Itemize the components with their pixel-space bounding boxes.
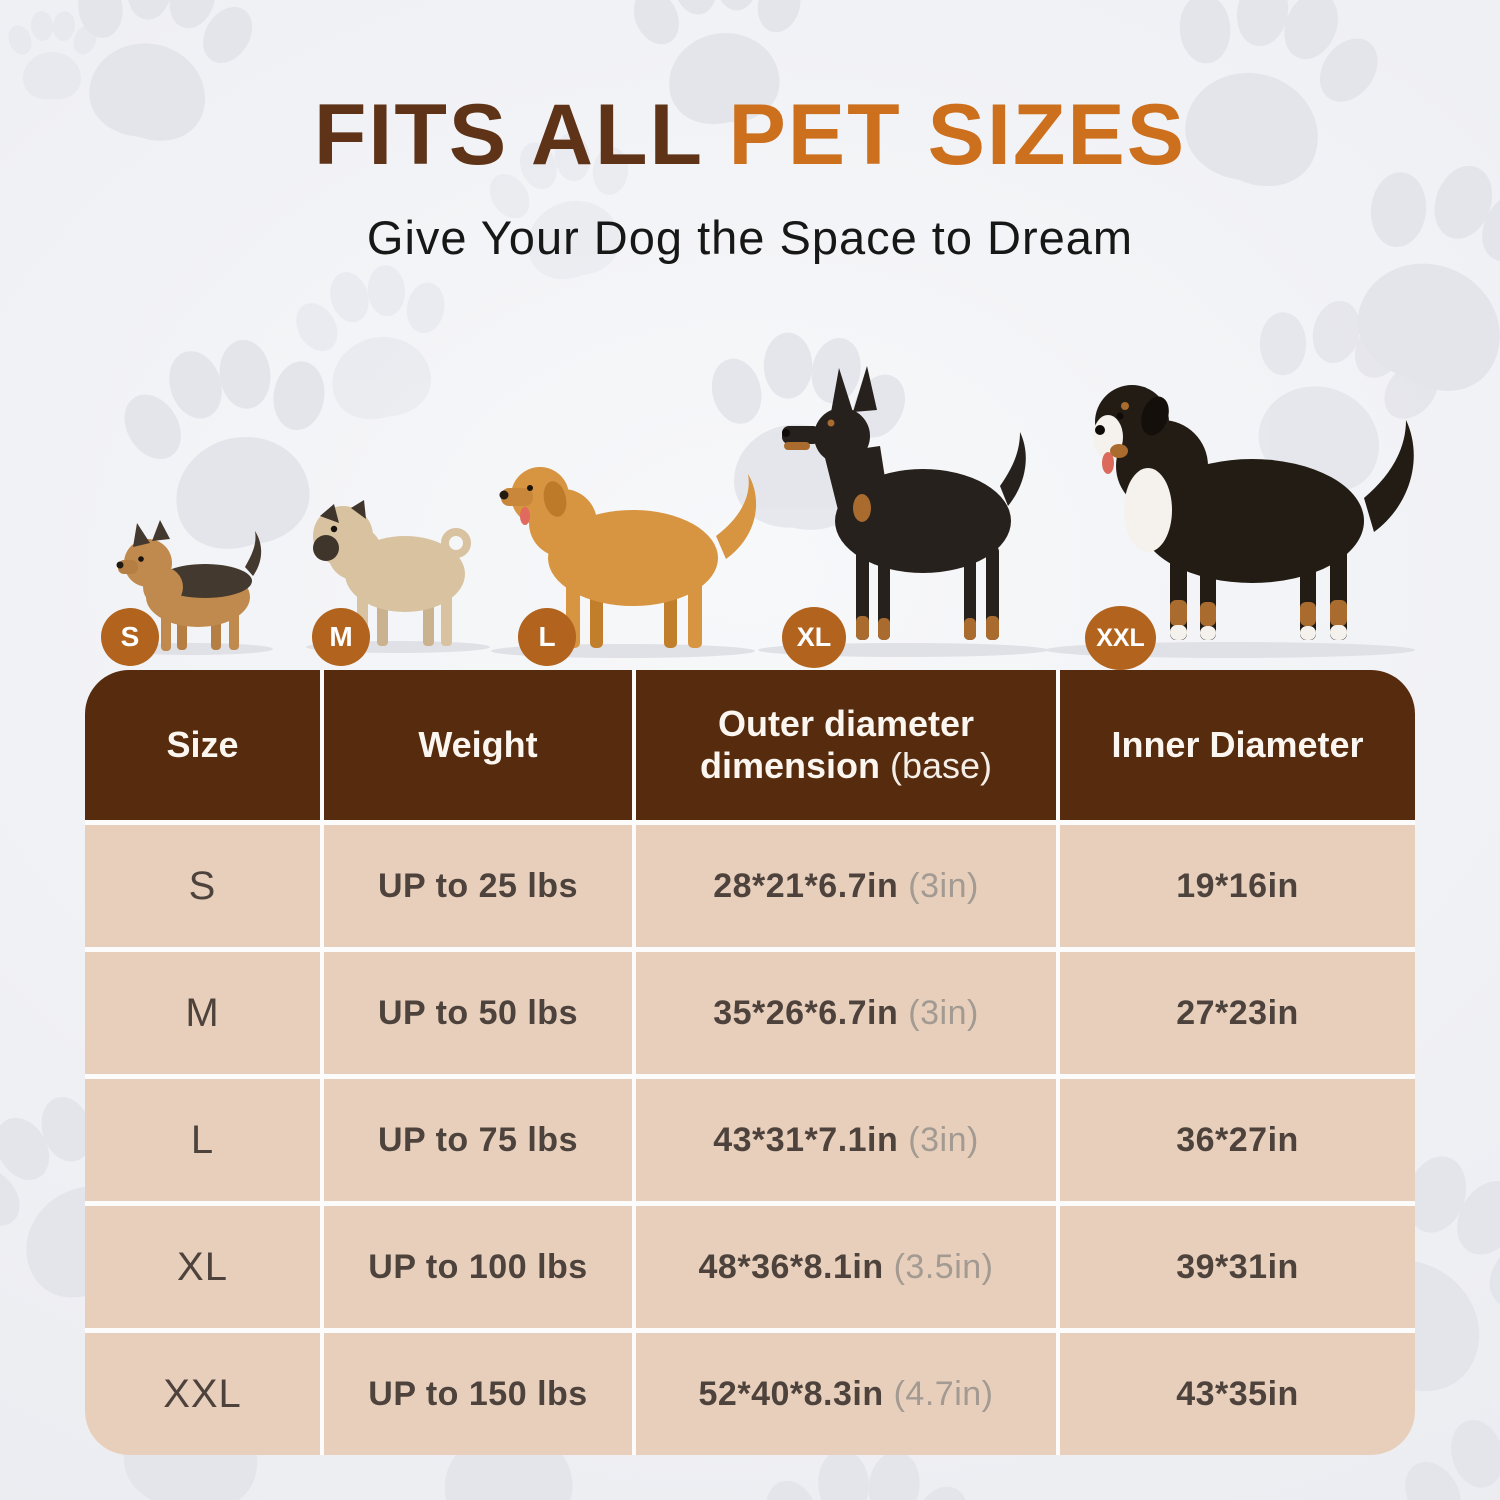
table-row-m: M UP to 50 lbs 35*26*6.7in (3in) 27*23in — [85, 952, 1415, 1074]
column-header-weight: Weight — [324, 670, 632, 820]
cell-outer-diameter: 52*40*8.3in (4.7in) — [636, 1333, 1056, 1455]
column-header-inner-diameter: Inner Diameter — [1060, 670, 1415, 820]
cell-weight: UP to 75 lbs — [324, 1079, 632, 1201]
cell-outer-diameter: 35*26*6.7in (3in) — [636, 952, 1056, 1074]
size-chart-table: Size Weight Outer diameter dimension (ba… — [85, 670, 1415, 1455]
cell-weight: UP to 150 lbs — [324, 1333, 632, 1455]
dog-illustration-golden-retriever — [491, 467, 757, 658]
cell-size: S — [85, 825, 320, 947]
dog-illustration-bernese-mountain-dog — [1045, 385, 1415, 658]
cell-weight: UP to 100 lbs — [324, 1206, 632, 1328]
cell-size: XL — [85, 1206, 320, 1328]
cell-size: L — [85, 1079, 320, 1201]
cell-outer-diameter: 43*31*7.1in (3in) — [636, 1079, 1056, 1201]
cell-inner-diameter: 19*16in — [1060, 825, 1415, 947]
title-part-orange: PET SIZES — [728, 87, 1187, 183]
cell-size: XXL — [85, 1333, 320, 1455]
dog-illustration-doberman — [758, 366, 1048, 657]
cell-inner-diameter: 43*35in — [1060, 1333, 1415, 1455]
size-badge-l: L — [518, 608, 576, 666]
size-badge-m: M — [312, 608, 370, 666]
page-title: FITS ALL PET SIZES — [0, 86, 1500, 185]
dog-illustration-yorkshire-terrier — [113, 520, 273, 655]
table-row-xxl: XXL UP to 150 lbs 52*40*8.3in (4.7in) 43*… — [85, 1333, 1415, 1455]
title-part-brown: FITS ALL — [313, 87, 703, 183]
column-header-outer-diameter: Outer diameter dimension (base) — [636, 670, 1056, 820]
table-row-l: L UP to 75 lbs 43*31*7.1in (3in) 36*27in — [85, 1079, 1415, 1201]
table-header-row: Size Weight Outer diameter dimension (ba… — [85, 670, 1415, 820]
size-badge-xxl: XXL — [1085, 606, 1156, 670]
cell-size: M — [85, 952, 320, 1074]
cell-weight: UP to 25 lbs — [324, 825, 632, 947]
cell-inner-diameter: 27*23in — [1060, 952, 1415, 1074]
column-header-size: Size — [85, 670, 320, 820]
size-badge-s: S — [101, 608, 159, 666]
cell-weight: UP to 50 lbs — [324, 952, 632, 1074]
cell-outer-diameter: 48*36*8.1in (3.5in) — [636, 1206, 1056, 1328]
dog-illustration-pug — [306, 500, 490, 653]
page-subtitle: Give Your Dog the Space to Dream — [366, 211, 1134, 264]
table-row-s: S UP to 25 lbs 28*21*6.7in (3in) 19*16in — [85, 825, 1415, 947]
cell-inner-diameter: 36*27in — [1060, 1079, 1415, 1201]
cell-inner-diameter: 39*31in — [1060, 1206, 1415, 1328]
size-badge-xl: XL — [782, 607, 846, 668]
cell-outer-diameter: 28*21*6.7in (3in) — [636, 825, 1056, 947]
table-row-xl: XL UP to 100 lbs 48*36*8.1in (3.5in) 39*3… — [85, 1206, 1415, 1328]
